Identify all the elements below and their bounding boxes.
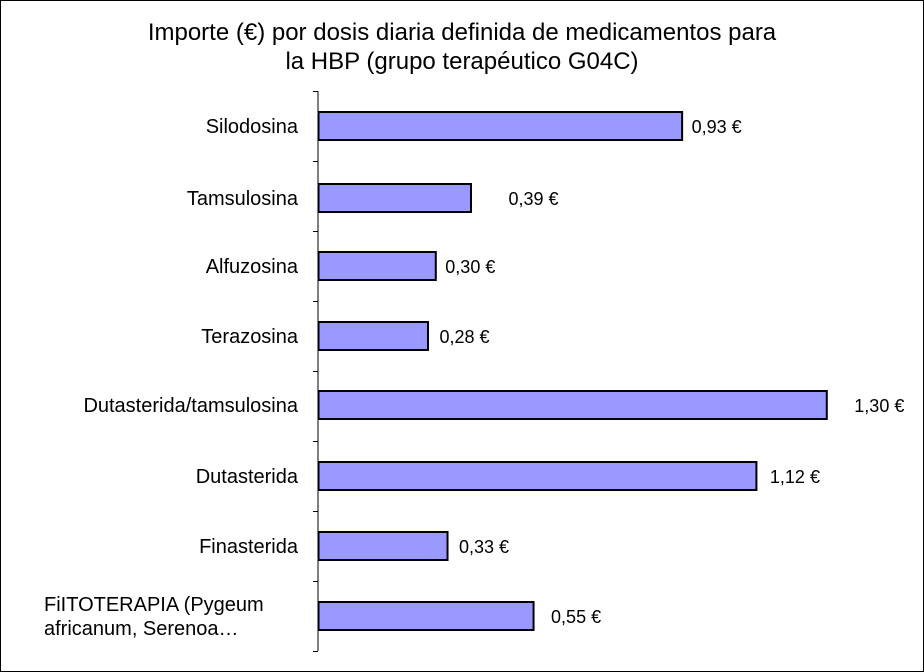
bar	[317, 251, 437, 281]
category-label: Alfuzosina	[206, 256, 299, 278]
chart-title: Importe (€) por dosis diaria definida de…	[147, 19, 777, 75]
bar	[317, 461, 758, 491]
data-label: 0,30 €	[445, 257, 495, 277]
data-label: 0,93 €	[692, 117, 742, 137]
bar	[317, 321, 429, 351]
data-label: 1,30 €	[854, 396, 904, 416]
data-label: 1,12 €	[770, 467, 820, 487]
category-label: Silodosina	[206, 116, 299, 138]
bar	[317, 531, 449, 561]
data-label: 0,33 €	[459, 537, 509, 557]
category-label: Dutasterida	[196, 466, 299, 488]
category-label: Finasterida	[199, 536, 299, 558]
category-label: Dutasterida/tamsulosina	[83, 395, 298, 417]
data-label: 0,28 €	[439, 327, 489, 347]
category-label: FiITOTERAPIA (Pygeum	[44, 594, 264, 616]
data-label: 0,55 €	[551, 607, 601, 627]
bar	[317, 390, 828, 420]
bar	[317, 183, 472, 213]
data-label: 0,39 €	[508, 189, 558, 209]
category-label: Tamsulosina	[187, 188, 299, 210]
category-label: Terazosina	[201, 326, 299, 348]
category-label: africanum, Serenoa…	[44, 618, 239, 640]
bar	[317, 111, 684, 141]
bar	[317, 601, 535, 631]
